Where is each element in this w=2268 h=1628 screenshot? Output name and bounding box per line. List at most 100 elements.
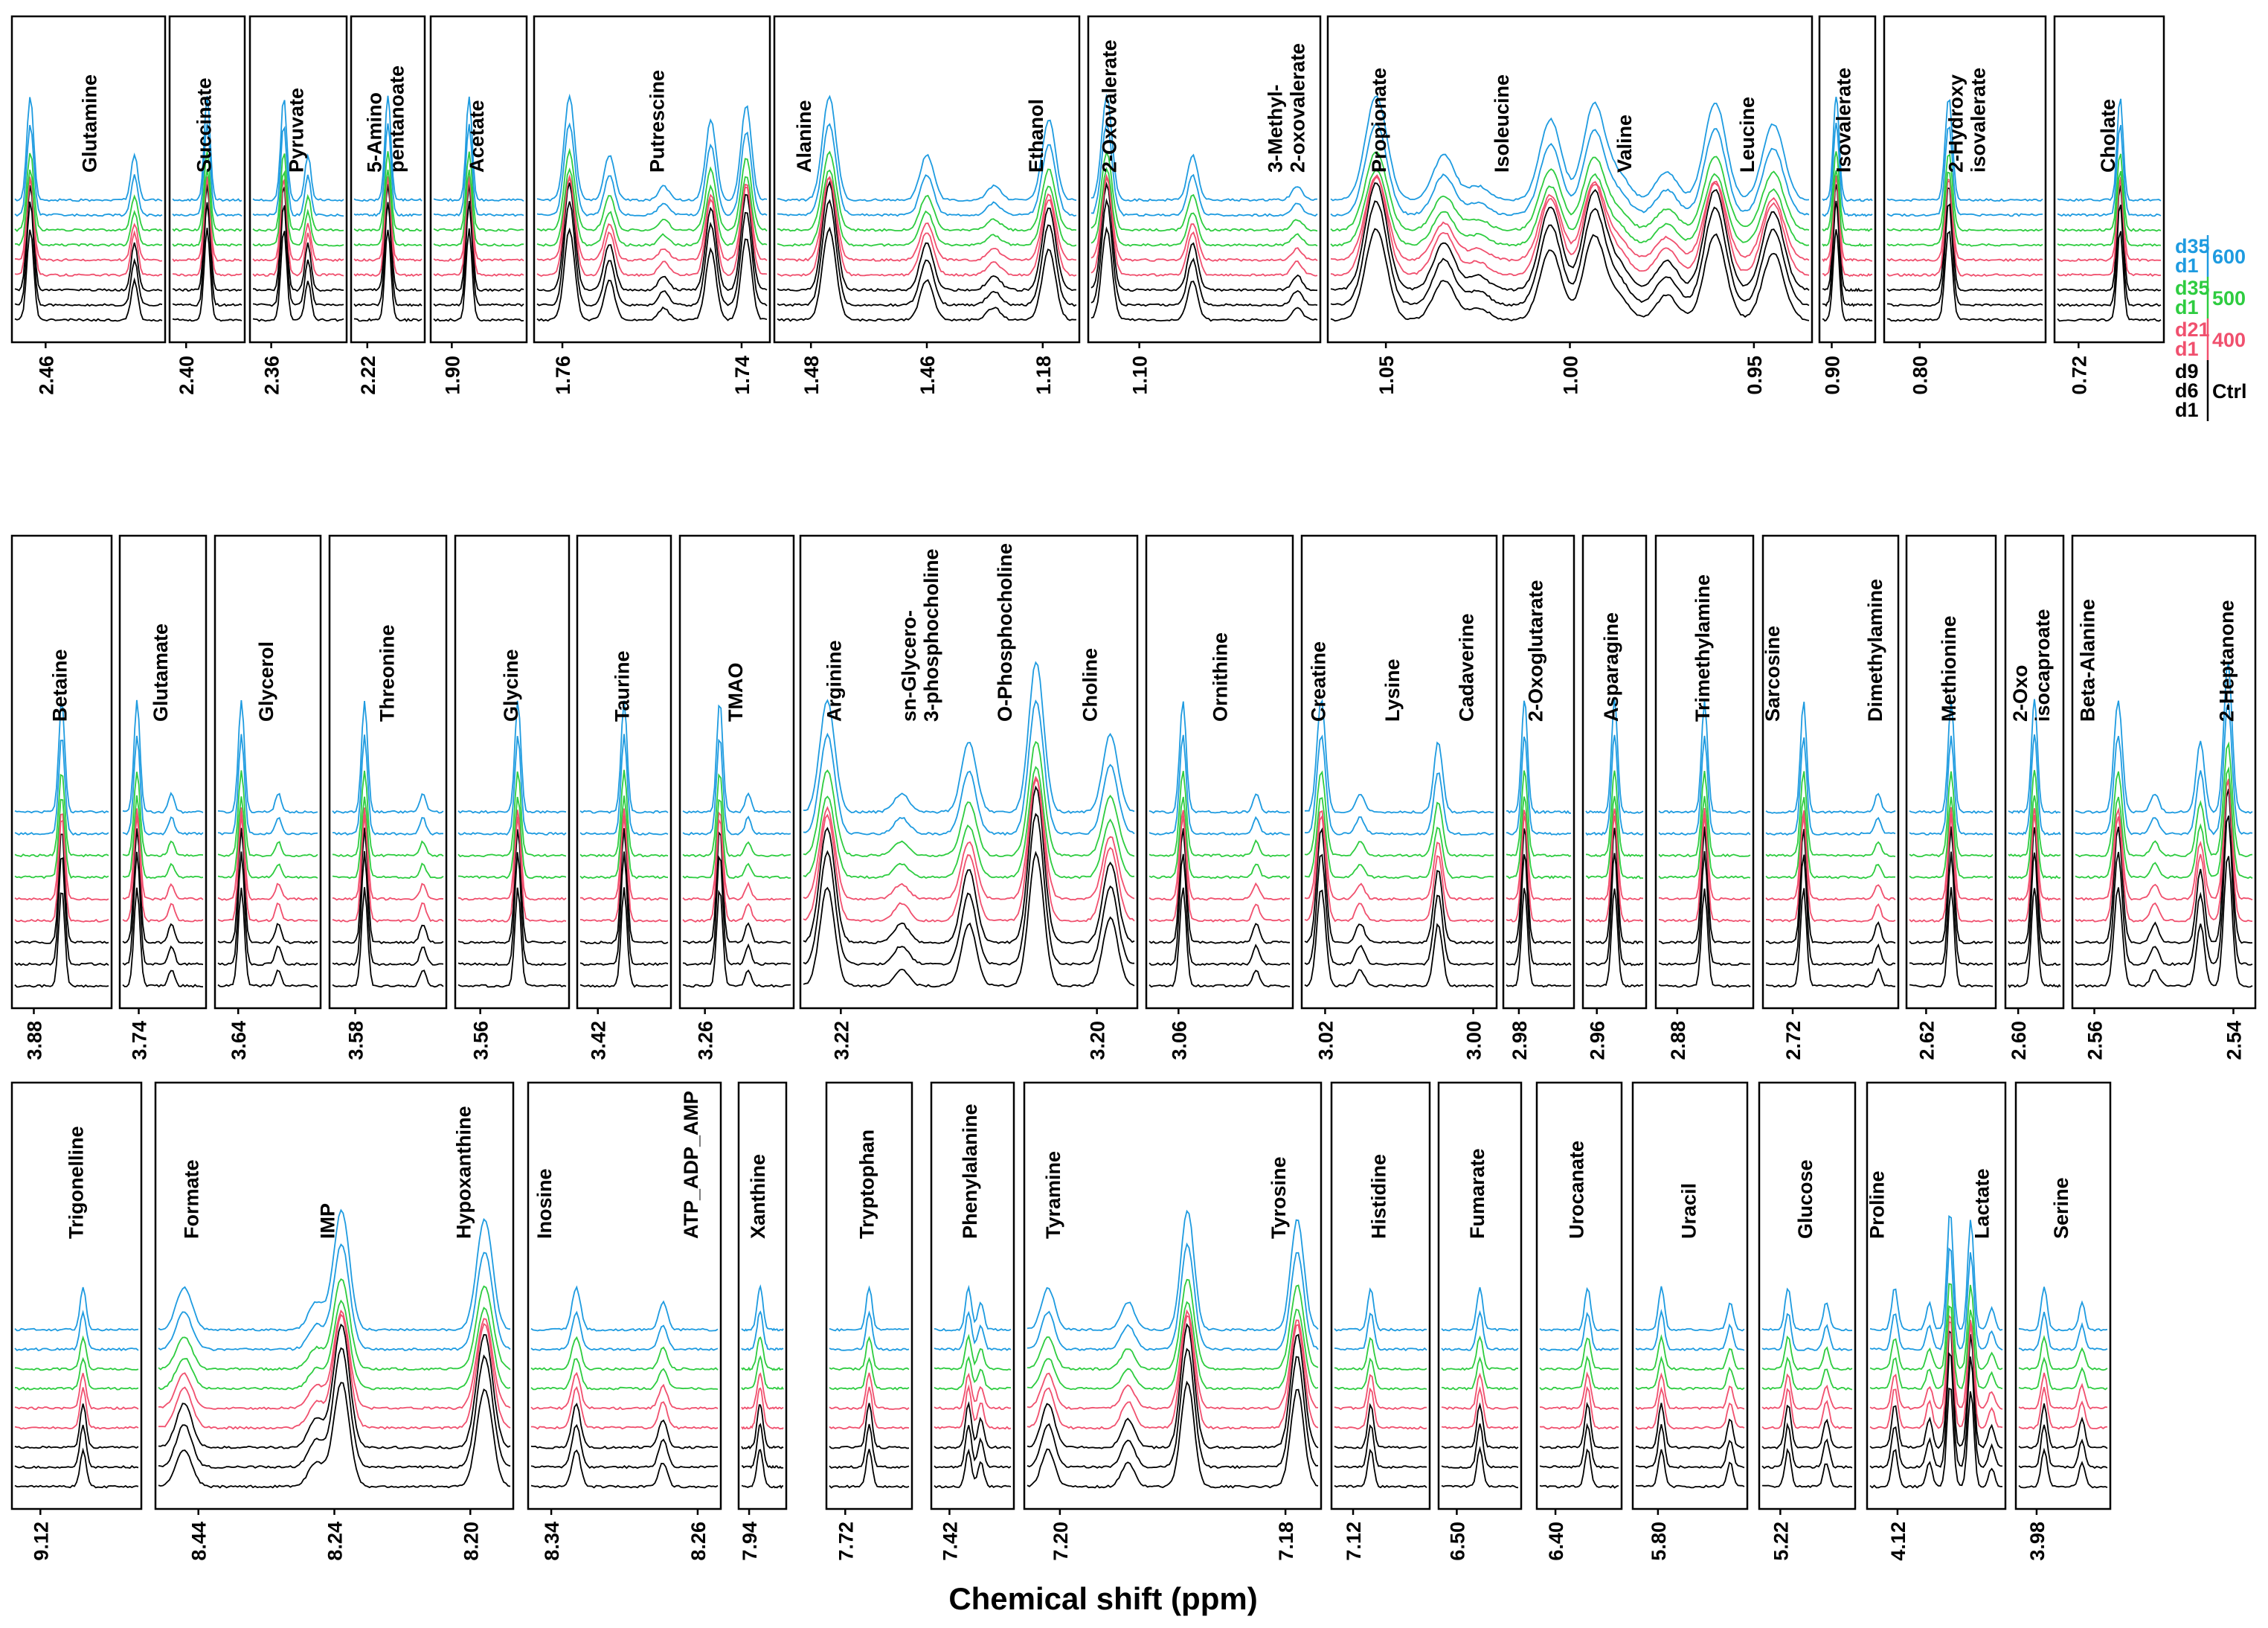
spectrum-trace: [536, 182, 768, 292]
spectrum-trace: [2018, 1372, 2108, 1410]
spectrum-trace: [332, 827, 444, 945]
spectrum-trace: [1090, 175, 1318, 277]
spectrum-trace: [803, 775, 1135, 901]
spectrum-trace: [353, 151, 423, 232]
x-tick-label: 3.06: [1168, 1021, 1190, 1060]
metabolite-label: pentanoate: [385, 65, 408, 173]
legend-day-label: d35: [2175, 277, 2210, 299]
panel-frame: [1330, 1081, 1431, 1510]
spectrum-trace: [1886, 178, 2043, 263]
metabolite-label: 2-Heptanone: [2215, 600, 2238, 722]
spectrum-trace: [1330, 174, 1810, 262]
metabolite-label: Asparagine: [1600, 612, 1622, 722]
spectrum-trace: [1909, 826, 1994, 945]
spectrum-trace: [14, 201, 163, 307]
spectrum-trace: [1090, 226, 1318, 322]
spectrum-trace: [2018, 1387, 2108, 1430]
spectrum-trace: [14, 1286, 139, 1332]
spectrum-panel: 6.50 Fumarate: [1437, 1081, 1523, 1561]
spectrum-trace: [1539, 1423, 1619, 1470]
metabolite-label: Dimethylamine: [1864, 579, 1886, 722]
spectrum-trace: [2075, 702, 2253, 836]
spectrum-trace: [158, 1313, 511, 1430]
spectrum-trace: [1658, 700, 1751, 814]
spectrum-trace: [1149, 810, 1291, 901]
spectrum-trace: [1765, 810, 1896, 901]
spectrum-trace: [332, 887, 444, 988]
spectrum-panels: 2.46Glutamine2.40Succinate2.36Pyruvate2.…: [10, 15, 2257, 1561]
spectrum-trace: [536, 167, 768, 247]
spectrum-trace: [1441, 1356, 1519, 1391]
legend-group-label: 500: [2212, 287, 2246, 310]
spectrum-trace: [934, 1425, 1012, 1469]
x-tick-label: 7.72: [835, 1522, 857, 1561]
spectrum-trace: [1869, 1247, 2003, 1351]
spectrum-trace: [1027, 1278, 1319, 1371]
spectrum-trace: [252, 186, 344, 292]
spectrum-trace: [2057, 98, 2162, 202]
spectrum-trace: [217, 770, 318, 858]
x-tick-label: 2.56: [2084, 1021, 2107, 1060]
metabolite-label: Xanthine: [747, 1154, 769, 1239]
spectrum-trace: [14, 185, 163, 292]
spectrum-trace: [1334, 1287, 1427, 1332]
spectrum-trace: [122, 808, 204, 901]
spectrum-trace: [14, 1403, 139, 1449]
spectrum-trace: [1869, 1305, 2003, 1390]
spectrum-trace: [1761, 1287, 1853, 1332]
spectrum-trace: [682, 811, 791, 901]
spectrum-trace: [1909, 851, 1994, 967]
spectrum-trace: [2008, 827, 2061, 945]
spectrum-trace: [457, 829, 567, 945]
legend-day-label: d1: [2175, 399, 2199, 421]
metabolite-label: Alanine: [793, 100, 815, 173]
spectrum-trace: [122, 887, 204, 988]
spectrum-trace: [1869, 1321, 2003, 1430]
spectrum-trace: [1330, 176, 1810, 277]
metabolite-label: Putrescine: [646, 70, 668, 173]
spectrum-trace: [531, 1385, 719, 1430]
spectrum-trace: [433, 176, 524, 277]
spectrum-trace: [1539, 1312, 1619, 1351]
spectrum-trace: [1539, 1385, 1619, 1430]
panel-frame: [1087, 15, 1322, 344]
spectrum-trace: [158, 1208, 511, 1332]
spectrum-trace: [2008, 852, 2061, 967]
spectrum-trace: [829, 1310, 910, 1351]
panel-frame: [1883, 15, 2047, 344]
x-tick-label: 1.18: [1032, 356, 1055, 395]
x-tick-label: 1.74: [731, 356, 754, 395]
metabolite-label: Trimethylamine: [1692, 574, 1714, 722]
spectrum-trace: [741, 1310, 784, 1351]
metabolite-label: Hypoxanthine: [452, 1106, 475, 1239]
spectrum-trace: [14, 169, 163, 247]
x-tick-label: 6.40: [1545, 1522, 1567, 1561]
spectrum-trace: [1304, 810, 1494, 901]
spectrum-trace: [14, 153, 163, 232]
x-tick-label: 2.96: [1587, 1021, 1609, 1060]
x-tick-label: 2.62: [1915, 1021, 1938, 1060]
spectrum-trace: [777, 180, 1077, 292]
spectrum-trace: [14, 97, 163, 202]
spectrum-trace: [1149, 771, 1291, 858]
spectrum-trace: [1761, 1388, 1853, 1430]
metabolite-label: 2-Oxovalerate: [1098, 39, 1120, 173]
panel-frame: [248, 15, 348, 344]
spectrum-trace: [1304, 699, 1494, 814]
x-tick-label: 3.74: [129, 1021, 151, 1060]
spectrum-trace: [777, 176, 1077, 262]
spectrum-trace: [158, 1299, 511, 1391]
spectrum-trace: [1822, 96, 1873, 202]
spectrum-trace: [1822, 184, 1873, 292]
spectrum-trace: [1506, 770, 1572, 858]
spectrum-trace: [536, 227, 768, 322]
x-tick-label: 3.98: [2026, 1522, 2049, 1561]
spectrum-trace: [332, 850, 444, 967]
spectrum-trace: [1027, 1347, 1318, 1470]
panel-frame: [1654, 534, 1755, 1010]
x-tick-label: 3.42: [588, 1021, 610, 1060]
spectrum-panel: 0.72 Cholate: [2053, 15, 2165, 395]
spectrum-trace: [1027, 1301, 1319, 1391]
spectrum-trace: [1334, 1336, 1427, 1371]
